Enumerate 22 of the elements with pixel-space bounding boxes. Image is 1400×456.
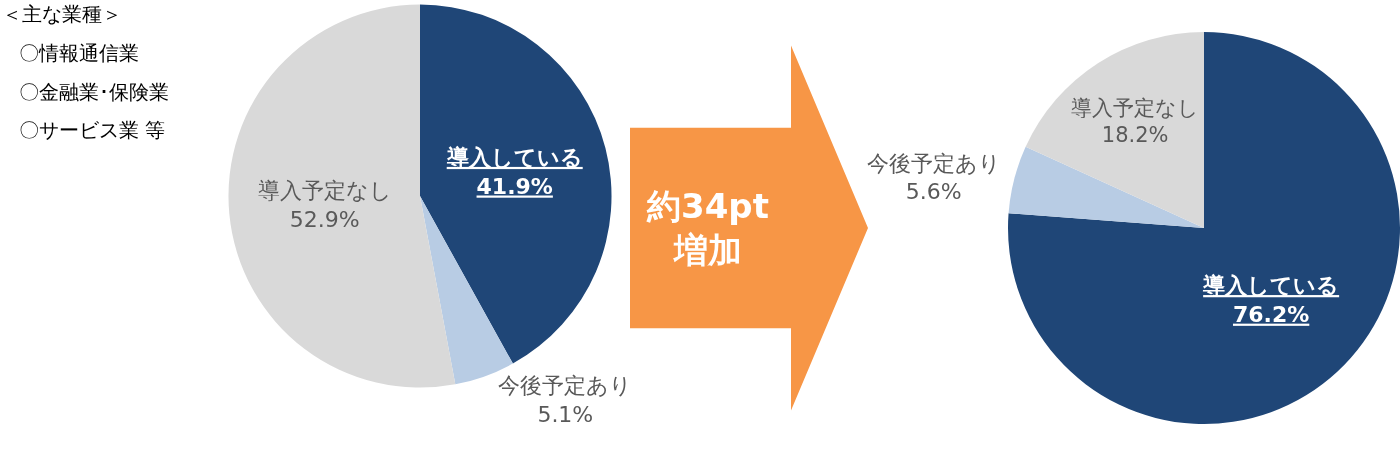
data-label: 52.9% xyxy=(289,206,360,232)
text: 〇サービス業 等 xyxy=(19,118,166,142)
slice-label: 導入している xyxy=(1202,273,1340,299)
slice-label: 導入予定なし xyxy=(1071,95,1200,120)
text: 増加 xyxy=(671,230,742,271)
slice-label: 導入予定なし xyxy=(257,178,392,204)
slice-label: 導入している xyxy=(445,144,583,170)
pie-slice xyxy=(1008,146,1204,228)
pie-slice xyxy=(1025,32,1204,228)
pie-slice xyxy=(1008,32,1400,424)
data-label: 41.9% xyxy=(476,173,553,199)
data-label: 18.2% xyxy=(1101,122,1169,147)
data-label: 76.2% xyxy=(1232,301,1310,327)
slice-label: 今後予定あり xyxy=(498,373,633,399)
data-label: 5.6% xyxy=(905,179,962,205)
pie-slice xyxy=(420,4,612,364)
text: 約34pt xyxy=(646,186,769,226)
text: ＜主な業種＞ xyxy=(2,2,122,26)
data-label: 5.1% xyxy=(537,401,594,427)
slice-label: 今後予定あり xyxy=(866,150,1001,176)
text: 〇金融業･保険業 xyxy=(19,80,169,104)
text: 〇情報通信業 xyxy=(19,41,139,65)
